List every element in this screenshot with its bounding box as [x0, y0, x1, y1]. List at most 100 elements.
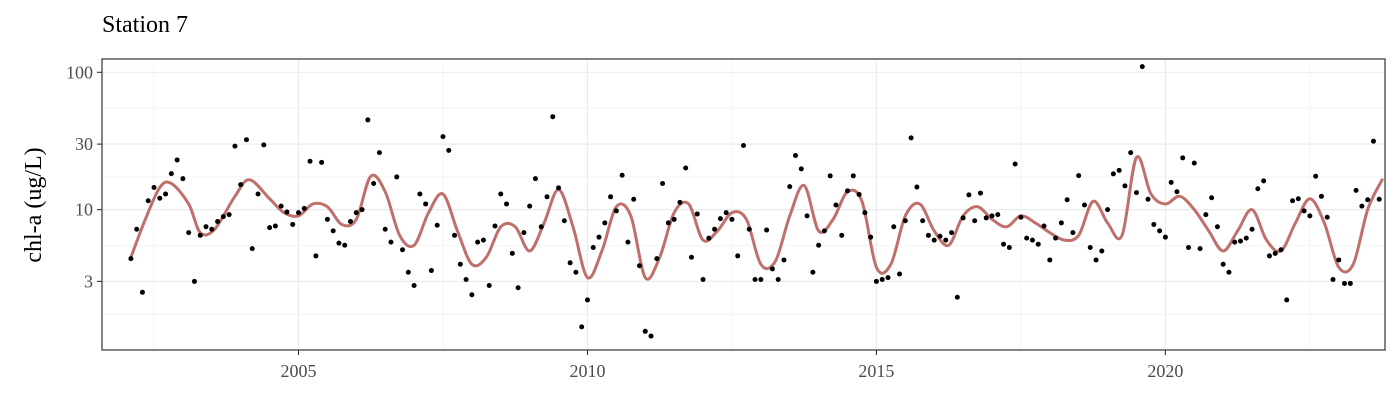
data-point — [642, 328, 648, 334]
data-point — [654, 256, 660, 262]
data-point — [677, 199, 683, 205]
data-point — [752, 276, 758, 282]
data-point — [665, 220, 671, 226]
data-point — [434, 222, 440, 228]
data-point — [1203, 212, 1209, 218]
data-point — [1324, 214, 1330, 220]
data-point — [538, 224, 544, 230]
data-point — [1226, 269, 1232, 275]
data-point — [891, 224, 897, 230]
data-point — [983, 215, 989, 221]
data-point — [613, 208, 619, 214]
data-point — [1214, 224, 1220, 230]
data-point — [706, 235, 712, 241]
data-point — [608, 194, 614, 200]
data-point — [1006, 244, 1012, 250]
axis-ticks: 2005 2010 2015 2020 3 10 30 100 — [66, 62, 1183, 381]
data-point — [463, 276, 469, 282]
data-point — [1209, 195, 1215, 201]
data-point — [1243, 235, 1249, 241]
data-point — [769, 266, 775, 272]
data-point — [515, 285, 521, 291]
data-point — [405, 269, 411, 275]
data-point — [1330, 276, 1336, 282]
data-point — [804, 213, 810, 219]
data-point — [590, 244, 596, 250]
data-point — [174, 157, 180, 163]
data-point — [1342, 280, 1348, 286]
data-point — [226, 212, 232, 218]
data-point — [833, 202, 839, 208]
data-point — [1168, 179, 1174, 185]
data-point — [480, 237, 486, 243]
data-point — [220, 214, 226, 220]
data-point — [735, 253, 741, 259]
data-point — [272, 223, 278, 229]
y-axis-label: chl-a (ug/L) — [21, 147, 47, 262]
data-point — [1139, 64, 1145, 70]
data-point — [579, 324, 585, 330]
data-point — [625, 239, 631, 245]
data-point — [486, 283, 492, 289]
data-point — [197, 232, 203, 238]
data-point — [290, 221, 296, 227]
data-point — [1313, 173, 1319, 179]
data-point — [330, 228, 336, 234]
data-point — [1370, 138, 1376, 144]
data-point — [521, 230, 527, 236]
data-point — [1376, 196, 1382, 202]
data-point — [376, 150, 382, 156]
data-point — [989, 213, 995, 219]
data-point — [1197, 246, 1203, 252]
data-point — [1012, 161, 1018, 167]
data-point — [636, 263, 642, 269]
data-point — [1001, 241, 1007, 247]
data-point — [1047, 257, 1053, 263]
data-point — [267, 225, 273, 231]
data-point — [527, 203, 533, 209]
data-point — [943, 237, 949, 243]
data-point — [1018, 214, 1024, 220]
data-point — [1105, 207, 1111, 213]
data-point — [816, 242, 822, 248]
data-point — [411, 283, 417, 289]
y-tick-label: 30 — [75, 134, 93, 154]
data-point — [1347, 280, 1353, 286]
data-point — [475, 239, 481, 245]
points-layer — [128, 64, 1382, 339]
data-point — [1070, 230, 1076, 236]
data-point — [862, 210, 868, 216]
data-point — [215, 218, 221, 224]
chart-title: Station 7 — [102, 12, 189, 38]
data-point — [1110, 171, 1116, 177]
panel-border — [101, 58, 1386, 351]
data-point — [775, 276, 781, 282]
data-point — [966, 192, 972, 198]
data-point — [856, 191, 862, 197]
data-point — [1238, 238, 1244, 244]
data-point — [139, 289, 145, 295]
x-tick-label: 2005 — [280, 361, 316, 381]
data-point — [1064, 197, 1070, 203]
y-tick-label: 3 — [84, 271, 93, 291]
data-point — [717, 216, 723, 222]
data-point — [446, 147, 452, 153]
x-tick-label: 2015 — [858, 361, 894, 381]
data-point — [1058, 220, 1064, 226]
data-point — [937, 233, 943, 239]
data-point — [452, 232, 458, 238]
data-point — [359, 207, 365, 213]
data-point — [203, 224, 209, 230]
data-point — [509, 250, 515, 256]
data-point — [584, 297, 590, 303]
data-point — [423, 201, 429, 207]
data-point — [781, 257, 787, 263]
data-point — [1151, 221, 1157, 227]
data-point — [1232, 239, 1238, 245]
data-point — [238, 182, 244, 188]
data-point — [1278, 247, 1284, 253]
data-point — [394, 174, 400, 180]
data-point — [1087, 244, 1093, 250]
data-point — [1186, 244, 1192, 250]
